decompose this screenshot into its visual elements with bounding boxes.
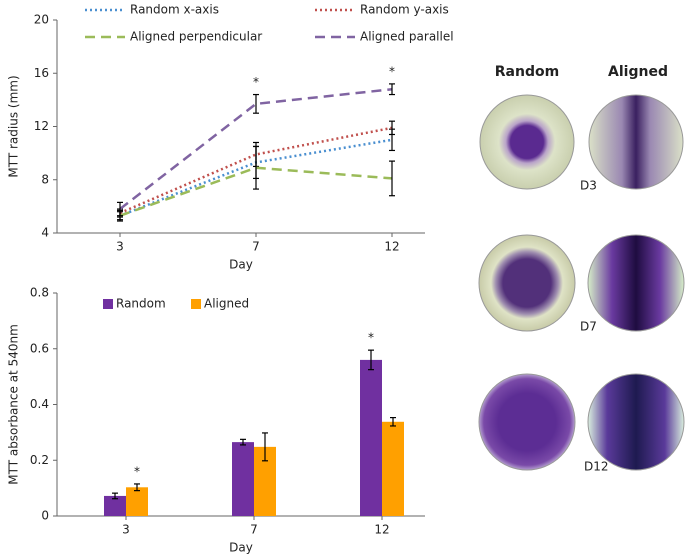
- dish-image: [479, 94, 575, 190]
- y-tick-label: 8: [41, 172, 49, 186]
- legend-swatch: [191, 299, 201, 309]
- bar: [126, 487, 148, 516]
- bar: [382, 421, 404, 516]
- x-axis-label: Day: [229, 541, 253, 555]
- bar: [232, 442, 254, 516]
- x-tick-label: 3: [122, 523, 130, 537]
- significance-mark: *: [253, 75, 259, 89]
- y-tick-label: 0.2: [30, 453, 49, 467]
- series-line: [119, 126, 393, 215]
- dish-image: [587, 373, 685, 471]
- x-axis-label: Day: [229, 258, 253, 272]
- image-label: D12: [584, 460, 609, 474]
- significance-mark: *: [368, 331, 374, 345]
- legend-label: Random x-axis: [130, 3, 219, 17]
- y-tick-label: 16: [34, 66, 49, 80]
- y-tick-label: 0.8: [30, 286, 49, 300]
- y-tick-label: 4: [41, 226, 49, 240]
- dish-image: [588, 94, 684, 190]
- dish-image: [587, 234, 685, 332]
- legend-swatch: [103, 299, 113, 309]
- significance-mark: *: [389, 64, 395, 78]
- y-tick-label: 0: [41, 509, 49, 523]
- dish-image: [478, 234, 576, 332]
- image-header: Aligned: [608, 64, 668, 80]
- bar: [360, 359, 382, 516]
- image-label: D7: [580, 320, 597, 334]
- dish-image: [478, 373, 576, 471]
- x-tick-label: 12: [374, 523, 389, 537]
- bar: [104, 495, 126, 516]
- bar: [254, 446, 276, 516]
- legend-label: Random y-axis: [360, 3, 449, 17]
- y-tick-label: 0.6: [30, 341, 49, 355]
- y-tick-label: 20: [34, 13, 49, 27]
- y-axis-label: MTT absorbance at 540nm: [7, 324, 21, 485]
- legend-label: Aligned parallel: [360, 30, 454, 44]
- y-axis-label: MTT radius (mm): [7, 75, 21, 177]
- image-label: D3: [580, 179, 597, 193]
- y-tick-label: 0.4: [30, 397, 49, 411]
- x-tick-label: 7: [252, 240, 260, 254]
- image-header: Random: [495, 64, 559, 80]
- x-tick-label: 3: [116, 240, 124, 254]
- series-line: [119, 87, 393, 211]
- x-tick-label: 7: [250, 523, 258, 537]
- x-tick-label: 12: [384, 240, 399, 254]
- legend-label: Aligned perpendicular: [130, 30, 262, 44]
- legend-label: Random: [116, 297, 166, 311]
- legend-label: Aligned: [204, 297, 249, 311]
- significance-mark: *: [134, 464, 140, 478]
- y-tick-label: 12: [34, 119, 49, 133]
